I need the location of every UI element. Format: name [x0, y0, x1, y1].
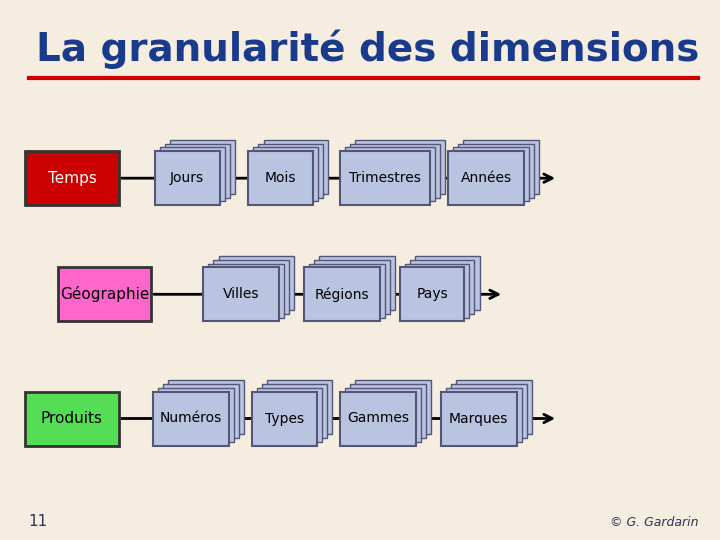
FancyBboxPatch shape	[456, 380, 531, 434]
FancyBboxPatch shape	[267, 380, 332, 434]
FancyBboxPatch shape	[454, 147, 528, 201]
FancyBboxPatch shape	[262, 384, 327, 438]
FancyBboxPatch shape	[410, 260, 474, 314]
Text: Géographie: Géographie	[60, 286, 149, 302]
FancyBboxPatch shape	[310, 264, 384, 318]
FancyBboxPatch shape	[204, 267, 279, 321]
FancyBboxPatch shape	[219, 256, 294, 310]
FancyBboxPatch shape	[264, 140, 328, 194]
FancyBboxPatch shape	[252, 392, 317, 446]
Text: 11: 11	[29, 514, 48, 529]
Text: Types: Types	[265, 411, 304, 426]
Text: Mois: Mois	[265, 171, 297, 185]
FancyBboxPatch shape	[446, 388, 521, 442]
FancyBboxPatch shape	[356, 140, 445, 194]
FancyBboxPatch shape	[258, 144, 323, 198]
FancyBboxPatch shape	[160, 147, 225, 201]
FancyBboxPatch shape	[314, 260, 390, 314]
FancyBboxPatch shape	[320, 256, 395, 310]
FancyBboxPatch shape	[459, 144, 534, 198]
FancyBboxPatch shape	[304, 267, 380, 321]
FancyBboxPatch shape	[356, 380, 431, 434]
Text: La granularité des dimensions: La granularité des dimensions	[36, 30, 699, 69]
Text: Pays: Pays	[416, 287, 448, 301]
FancyBboxPatch shape	[341, 392, 416, 446]
Text: Temps: Temps	[48, 171, 96, 186]
FancyBboxPatch shape	[153, 392, 229, 446]
Text: © G. Gardarin: © G. Gardarin	[610, 516, 698, 529]
FancyBboxPatch shape	[248, 151, 313, 205]
FancyBboxPatch shape	[25, 151, 119, 205]
Text: Régions: Régions	[315, 287, 369, 301]
FancyBboxPatch shape	[464, 140, 539, 194]
Text: Villes: Villes	[223, 287, 259, 301]
FancyBboxPatch shape	[346, 147, 435, 201]
FancyBboxPatch shape	[341, 151, 431, 205]
FancyBboxPatch shape	[448, 151, 524, 205]
FancyBboxPatch shape	[351, 144, 441, 198]
FancyBboxPatch shape	[257, 388, 322, 442]
Text: Trimestres: Trimestres	[349, 171, 421, 185]
Text: Produits: Produits	[41, 411, 103, 426]
FancyBboxPatch shape	[158, 388, 233, 442]
FancyBboxPatch shape	[25, 392, 119, 446]
FancyBboxPatch shape	[155, 151, 220, 205]
Text: Gammes: Gammes	[347, 411, 409, 426]
FancyBboxPatch shape	[170, 140, 235, 194]
FancyBboxPatch shape	[441, 392, 517, 446]
Text: Jours: Jours	[170, 171, 204, 185]
FancyBboxPatch shape	[253, 147, 318, 201]
FancyBboxPatch shape	[451, 384, 527, 438]
FancyBboxPatch shape	[58, 267, 151, 321]
FancyBboxPatch shape	[163, 384, 239, 438]
FancyBboxPatch shape	[165, 144, 230, 198]
FancyBboxPatch shape	[400, 267, 464, 321]
FancyBboxPatch shape	[168, 380, 243, 434]
FancyBboxPatch shape	[351, 384, 426, 438]
Text: Marques: Marques	[449, 411, 508, 426]
FancyBboxPatch shape	[214, 260, 289, 314]
FancyBboxPatch shape	[346, 388, 420, 442]
Text: Années: Années	[460, 171, 512, 185]
Text: Numéros: Numéros	[160, 411, 222, 426]
FancyBboxPatch shape	[405, 264, 469, 318]
FancyBboxPatch shape	[209, 264, 284, 318]
FancyBboxPatch shape	[415, 256, 480, 310]
